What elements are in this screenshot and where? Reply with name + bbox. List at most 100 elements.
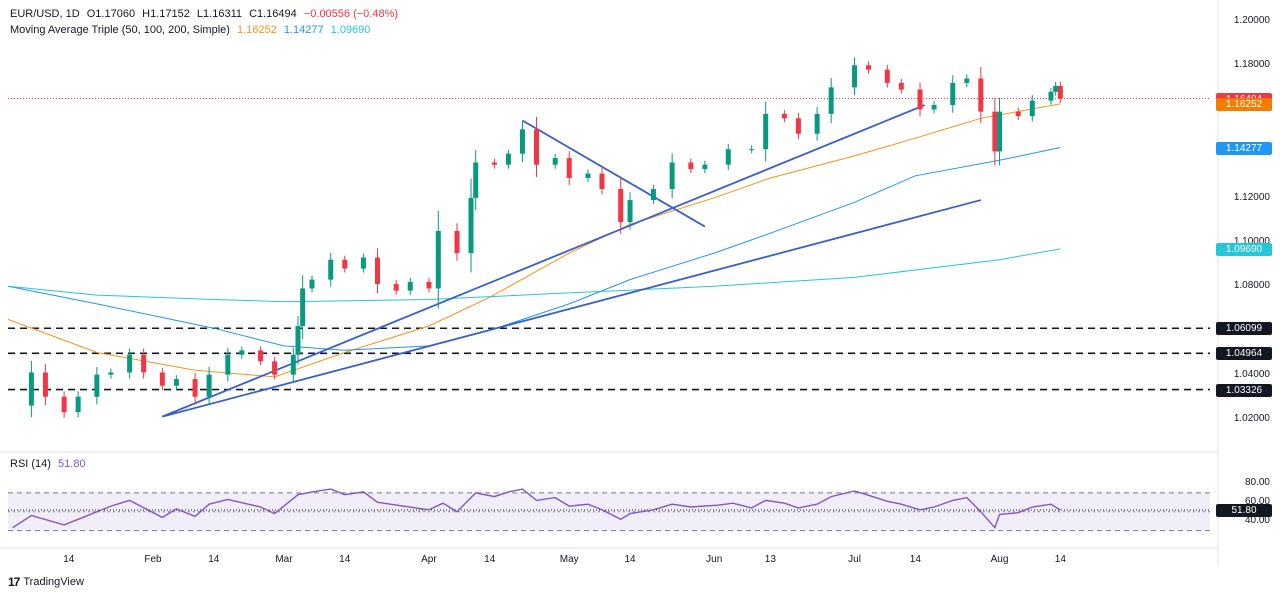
ma-line-ma-50 (7, 103, 1061, 378)
price-tick-label: 1.04000 (1233, 368, 1270, 380)
ma-label[interactable]: Moving Average Triple (50, 100, 200, Sim… (10, 24, 230, 36)
rsi-current-tag: 51.80 (1216, 504, 1272, 518)
price-tag-level: 1.04964 (1216, 347, 1272, 361)
ma50-value: 1.16252 (236, 24, 277, 36)
price-tag-level: 1.03326 (1216, 383, 1272, 397)
time-tick-label: 14 (63, 554, 75, 565)
price-tick-label: 1.10000 (1233, 236, 1270, 248)
trendline[interactable] (162, 104, 926, 418)
rsi-tick-label: 80.00 (1244, 477, 1270, 489)
candle-body (173, 379, 179, 386)
candle-body (519, 129, 525, 154)
candle-body (1048, 91, 1054, 101)
candle-body (42, 372, 48, 397)
candle-body (360, 257, 366, 269)
trendline[interactable] (522, 119, 706, 228)
candle-body (1053, 86, 1059, 92)
time-tick-label: 14 (339, 554, 351, 565)
trendline[interactable] (162, 199, 982, 418)
candle-body (309, 279, 315, 289)
candle-body (552, 158, 558, 165)
candle-body (468, 197, 474, 254)
time-tick-label: Apr (421, 554, 437, 565)
rsi-value: 51.80 (58, 458, 86, 470)
time-tick-label: 14 (624, 554, 636, 565)
candle-body (781, 113, 787, 119)
candle-body (491, 162, 497, 165)
candle-body (75, 396, 81, 413)
candle-body (599, 173, 605, 190)
price-tag-ma200: 1.09690 (1216, 242, 1272, 256)
time-tick-label: May (559, 554, 579, 565)
candle-body (258, 350, 264, 362)
time-tick-label: Aug (990, 554, 1009, 565)
candle-body (931, 105, 937, 110)
candle-body (566, 158, 572, 178)
candle-body (688, 162, 694, 170)
close-value: C1.16494 (249, 8, 297, 20)
price-tag-ma50: 1.16252 (1216, 97, 1272, 111)
candle-body (627, 200, 633, 223)
candle-body (650, 189, 656, 201)
candle-body (852, 65, 858, 88)
candle-body (585, 173, 591, 178)
tradingview-name: TradingView (23, 576, 84, 588)
time-tick-label: Mar (275, 554, 293, 565)
candle-body (127, 354, 133, 373)
candle-body (290, 354, 296, 375)
time-tick-label: 14 (208, 554, 220, 565)
rsi-panel (8, 488, 1210, 532)
candle-body (749, 149, 755, 151)
price-tick-label: 1.02000 (1233, 412, 1270, 424)
candle-body (978, 78, 984, 112)
ma-line-ma-100 (7, 147, 1061, 351)
price-tag-level: 1.06099 (1216, 322, 1272, 336)
symbol-label[interactable]: EUR/USD, 1D (10, 8, 80, 20)
candles (28, 57, 1063, 418)
rsi-header: RSI (14) 51.80 (10, 458, 90, 470)
rsi-label[interactable]: RSI (14) (10, 458, 51, 470)
candle-body (505, 153, 511, 165)
candle-body (61, 396, 67, 413)
price-tag-ma100: 1.14277 (1216, 141, 1272, 155)
candle-body (426, 281, 432, 289)
candle-body (964, 78, 970, 83)
ma100-value: 1.14277 (283, 24, 324, 36)
rsi-tick-label: 60.00 (1244, 496, 1270, 508)
tradingview-logo[interactable]: 17 TradingView (8, 575, 84, 589)
candle-body (950, 82, 956, 106)
candle-body (618, 189, 624, 223)
price-tick-label: 1.20000 (1233, 15, 1270, 27)
symbol-header: EUR/USD, 1D O1.17060 H1.17152 L1.16311 C… (10, 8, 402, 20)
time-tick-label: 14 (909, 554, 921, 565)
price-tick-label: 1.18000 (1233, 59, 1270, 71)
candle-body (1057, 86, 1063, 99)
time-tick-label: 13 (764, 554, 776, 565)
candle-body (795, 118, 801, 134)
candle-body (997, 111, 1003, 152)
candle-body (898, 82, 904, 90)
tradingview-logo-icon: 17 (8, 575, 20, 589)
candle-body (435, 231, 441, 289)
candle-body (407, 281, 413, 291)
ma200-value: 1.09690 (330, 24, 371, 36)
candle-body (454, 231, 460, 254)
ma-line-ma-200 (7, 248, 1061, 303)
candle-body (272, 361, 278, 375)
price-tick-label: 1.08000 (1233, 280, 1270, 292)
candle-body (141, 354, 147, 373)
candle-body (884, 69, 890, 83)
candle-body (534, 129, 540, 165)
time-tick-label: 14 (1054, 554, 1066, 565)
trendlines[interactable] (162, 104, 982, 418)
candle-body (866, 65, 872, 70)
candle-body (94, 374, 100, 397)
candle-body (1015, 111, 1021, 117)
rsi-tick-label: 40.00 (1244, 515, 1270, 527)
change-value: −0.00556 (−0.48%) (303, 8, 399, 20)
candle-body (669, 162, 675, 190)
candle-body (374, 257, 380, 285)
candle-body (108, 372, 114, 375)
time-tick-label: Jun (706, 554, 723, 565)
